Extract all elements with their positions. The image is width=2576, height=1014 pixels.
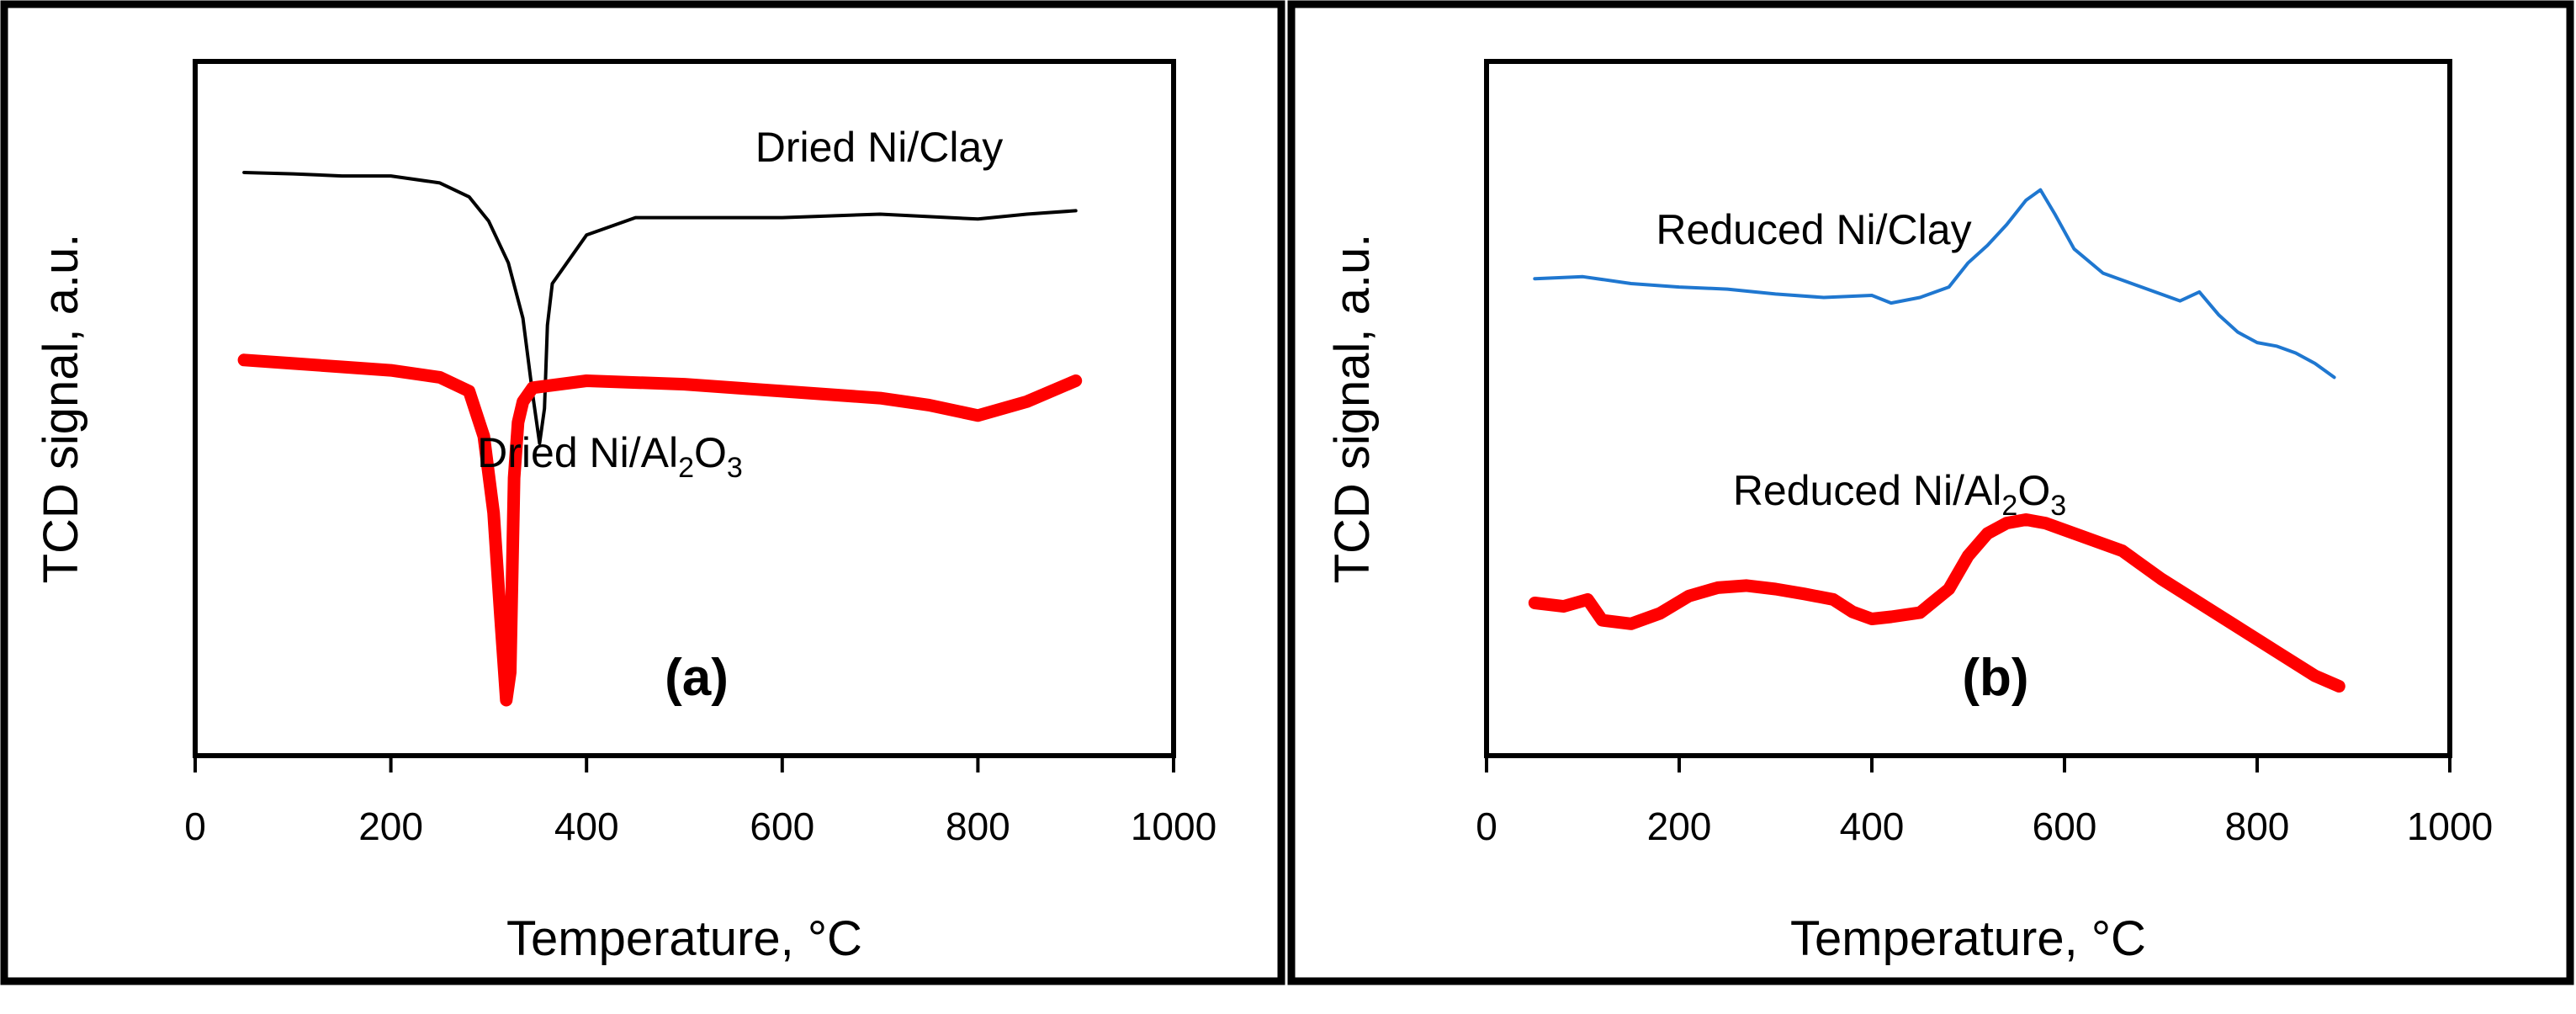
x-axis-label-b: Temperature, °C — [1790, 911, 2146, 966]
chart-a: 0 200 400 600 800 1000 Temperature, °C TCD sign… — [34, 124, 1216, 966]
x-tick-label-b: 800 — [2225, 804, 2290, 848]
panel-label-b: (b) — [1962, 649, 2028, 707]
y-axis-label-b: TCD signal, a.u. — [1325, 234, 1380, 584]
x-tick-label-b: 600 — [2033, 804, 2097, 848]
plot-area-a — [193, 59, 1176, 758]
x-tick-label-a: 0 — [184, 804, 206, 848]
panel-label-a: (a) — [665, 649, 729, 707]
series-line-b-1 — [1533, 188, 2336, 380]
x-tick-label-b: 1000 — [2407, 804, 2493, 848]
chart-b: 0 200 400 600 800 1000 Temperature, °C TCD sign… — [1325, 188, 2493, 966]
x-tick-label-a: 800 — [946, 804, 1010, 848]
x-tick-label-b: 200 — [1647, 804, 1712, 848]
y-axis-label-a: TCD signal, a.u. — [34, 234, 88, 584]
x-tick-label-b: 0 — [1476, 804, 1497, 848]
x-tick-label-a: 400 — [554, 804, 619, 848]
series-line-b-2 — [1528, 513, 2345, 693]
x-tick-label-a: 600 — [750, 804, 814, 848]
series-label-b-2: Reduced Ni/Al2O3 — [1733, 467, 2066, 522]
panel-b-frame — [1287, 0, 2574, 985]
panel-a-frame — [0, 0, 1285, 985]
series-label-a-1: Dried Ni/Clay — [755, 124, 1004, 171]
x-axis-label-a: Temperature, °C — [506, 911, 862, 966]
x-tick-label-a: 1000 — [1131, 804, 1216, 848]
series-label-b-1: Reduced Ni/Clay — [1656, 206, 1971, 253]
x-tick-label-b: 400 — [1840, 804, 1905, 848]
series-label-a-2: Dried Ni/Al2O3 — [477, 429, 743, 484]
series-line-a-1 — [242, 171, 1078, 445]
x-tick-label-a: 200 — [358, 804, 423, 848]
series-line-a-2 — [237, 353, 1083, 707]
plot-area-b — [1484, 59, 2452, 758]
